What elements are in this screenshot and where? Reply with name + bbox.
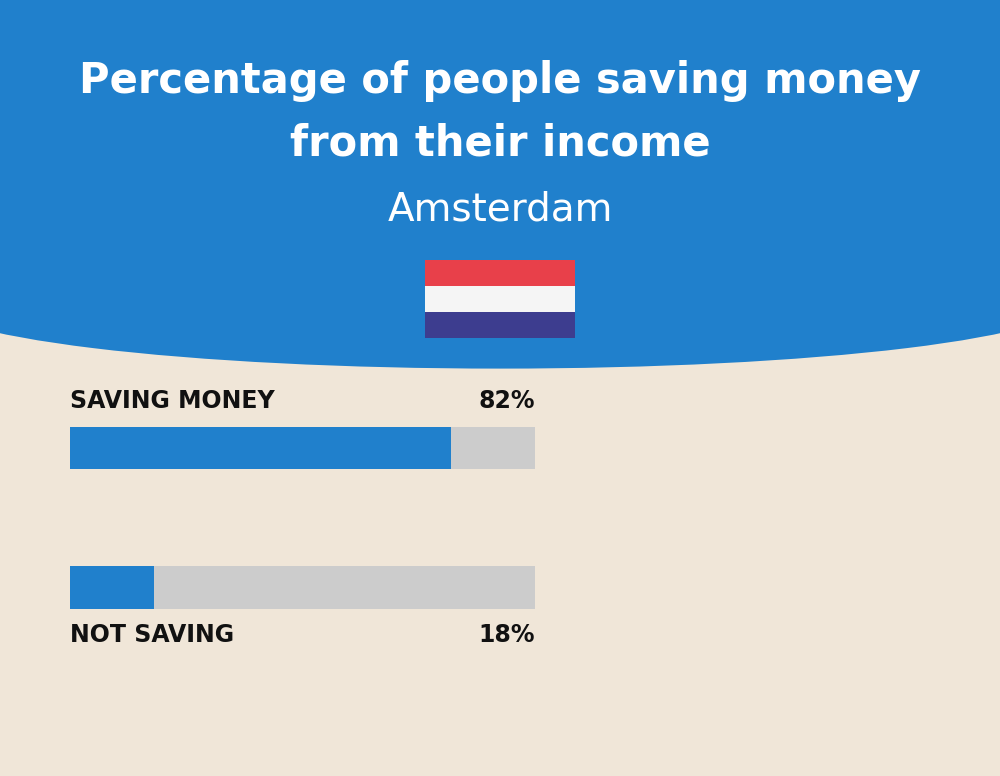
Ellipse shape bbox=[0, 229, 1000, 369]
Text: NOT SAVING: NOT SAVING bbox=[70, 623, 234, 647]
Text: SAVING MONEY: SAVING MONEY bbox=[70, 389, 275, 413]
Bar bbox=[70, 566, 535, 609]
Text: Percentage of people saving money: Percentage of people saving money bbox=[79, 61, 921, 102]
Bar bbox=[425, 286, 575, 312]
Bar bbox=[425, 260, 575, 286]
Text: Amsterdam: Amsterdam bbox=[387, 191, 613, 228]
Text: 18%: 18% bbox=[479, 623, 535, 647]
Bar bbox=[425, 312, 575, 338]
Bar bbox=[70, 566, 154, 609]
Text: 82%: 82% bbox=[479, 389, 535, 413]
Bar bbox=[70, 427, 451, 469]
Text: from their income: from their income bbox=[290, 123, 710, 165]
Bar bbox=[0, 0, 1000, 299]
Bar bbox=[70, 427, 535, 469]
